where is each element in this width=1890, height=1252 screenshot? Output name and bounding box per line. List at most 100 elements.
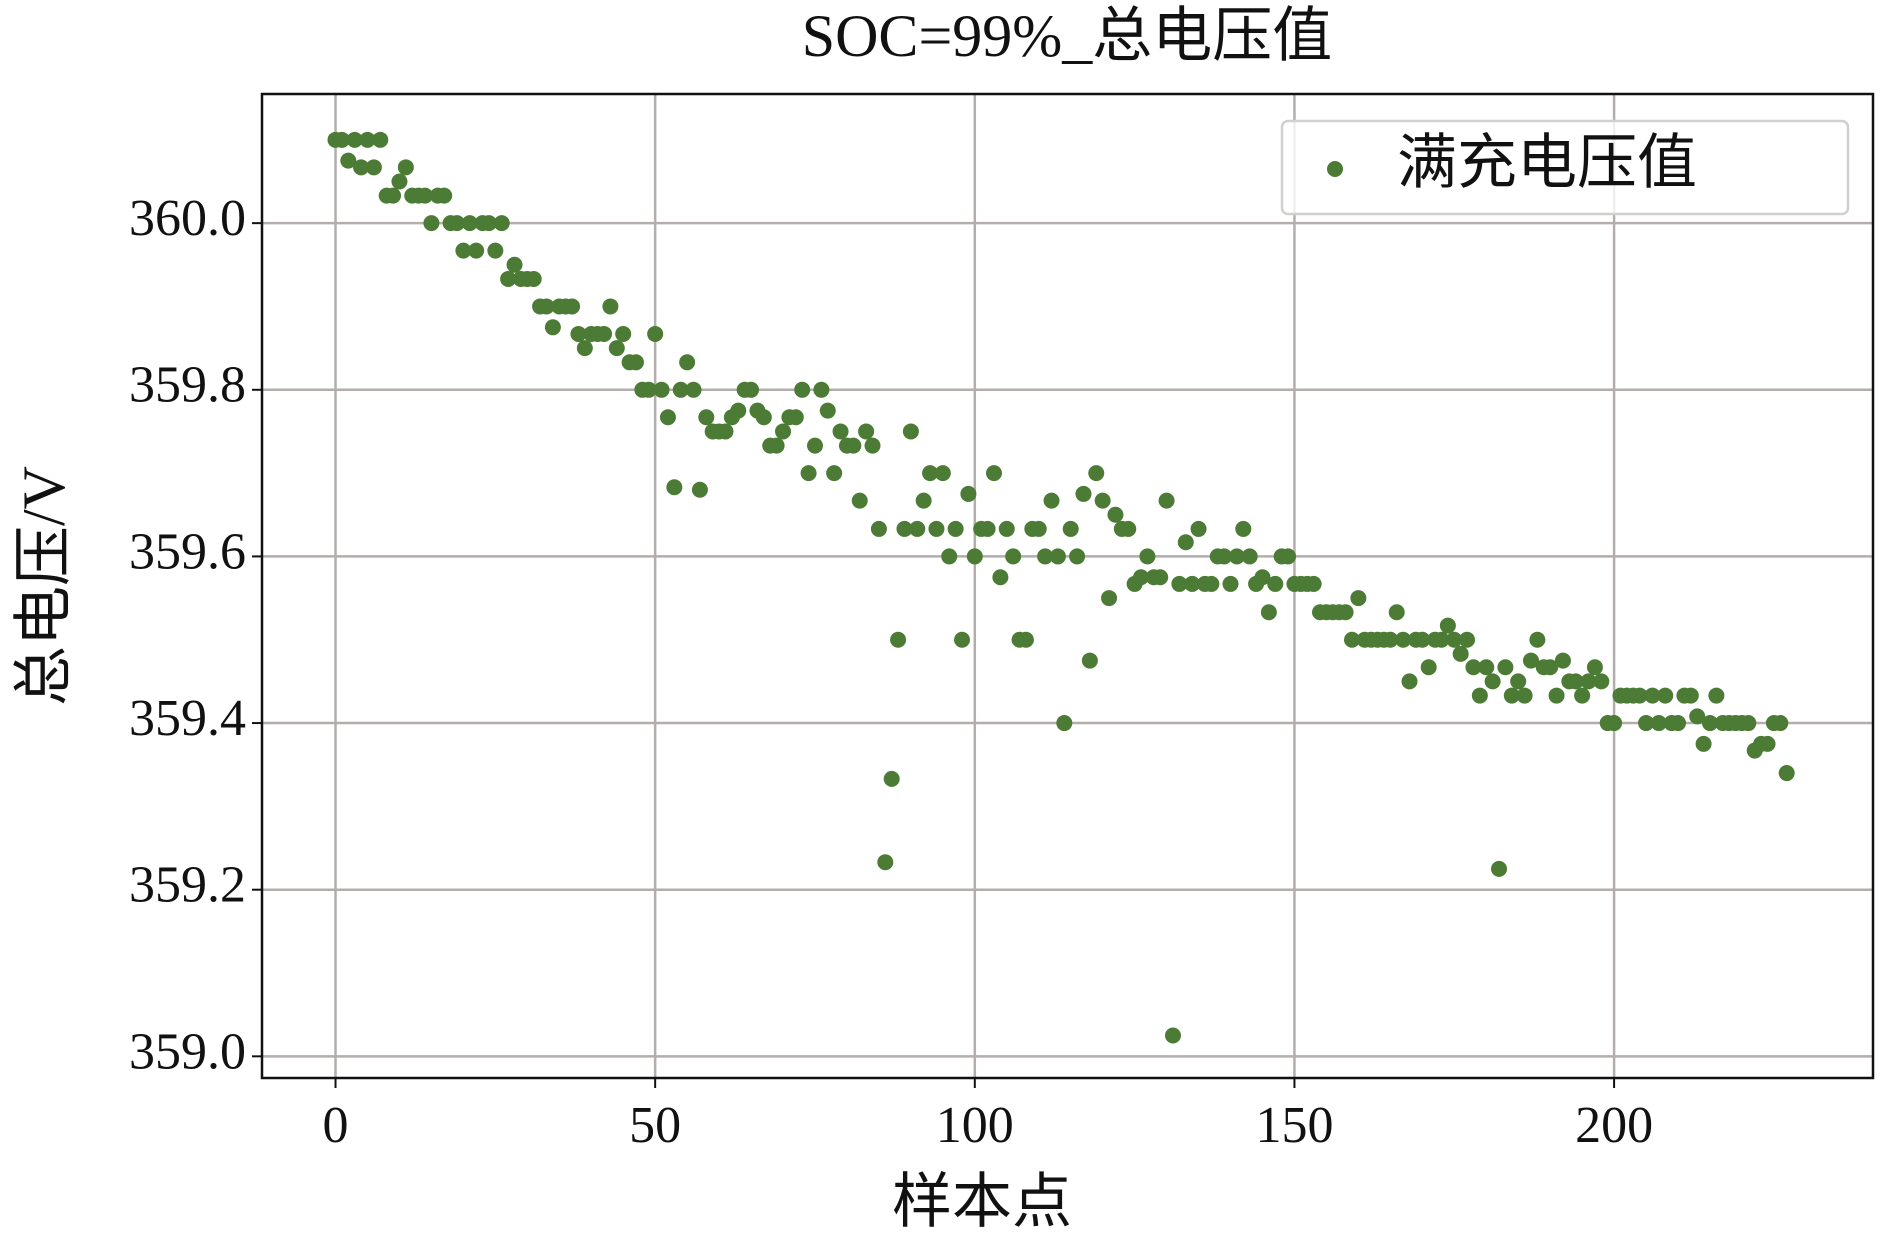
point: [985, 465, 1002, 482]
point: [851, 492, 868, 509]
point: [685, 381, 702, 398]
point: [877, 854, 894, 871]
point: [659, 409, 676, 426]
point: [576, 340, 593, 357]
x-axis-label: 样本点: [892, 1169, 1072, 1235]
point: [333, 131, 350, 148]
point: [1670, 715, 1687, 732]
point: [1081, 652, 1098, 669]
point: [1133, 569, 1150, 586]
point: [365, 159, 382, 176]
y-tick-label: 359.2: [129, 857, 246, 914]
point: [890, 631, 907, 648]
x-tick-label: 200: [1575, 1097, 1653, 1154]
point: [1395, 631, 1412, 648]
point: [883, 770, 900, 787]
point: [826, 465, 843, 482]
point: [1708, 687, 1725, 704]
point: [1650, 715, 1667, 732]
point: [1567, 673, 1584, 690]
point: [845, 437, 862, 454]
point: [397, 159, 414, 176]
point: [1414, 631, 1431, 648]
point: [1056, 715, 1073, 732]
point: [806, 437, 823, 454]
point: [1158, 492, 1175, 509]
y-tick-label: 359.6: [129, 523, 246, 580]
point: [1772, 715, 1789, 732]
point: [1606, 715, 1623, 732]
point: [691, 481, 708, 498]
point: [1164, 1027, 1181, 1044]
point: [672, 381, 689, 398]
point: [947, 520, 964, 537]
x-tick-label: 50: [629, 1097, 681, 1154]
point: [768, 437, 785, 454]
point: [1235, 520, 1252, 537]
point: [1343, 631, 1360, 648]
point: [1503, 687, 1520, 704]
point: [1740, 715, 1757, 732]
point: [864, 437, 881, 454]
point: [998, 520, 1015, 537]
point: [787, 409, 804, 426]
point: [1529, 631, 1546, 648]
point: [909, 520, 926, 537]
point: [538, 298, 555, 315]
point: [1107, 506, 1124, 523]
y-tick-label: 360.0: [129, 190, 246, 247]
point: [1184, 575, 1201, 592]
point: [1030, 520, 1047, 537]
point: [1043, 492, 1060, 509]
y-tick-label: 359.4: [129, 690, 246, 747]
point: [698, 409, 715, 426]
point: [870, 520, 887, 537]
point: [391, 173, 408, 190]
point: [1228, 548, 1245, 565]
point: [346, 131, 363, 148]
point: [1337, 604, 1354, 621]
point: [1260, 604, 1277, 621]
point: [743, 381, 760, 398]
legend-label: 满充电压值: [1397, 130, 1697, 196]
point: [1254, 569, 1271, 586]
point: [1459, 631, 1476, 648]
point: [832, 423, 849, 440]
point: [1478, 659, 1495, 676]
point: [992, 569, 1009, 586]
point: [1075, 485, 1092, 502]
point: [564, 298, 581, 315]
point: [1177, 534, 1194, 551]
point: [934, 465, 951, 482]
point: [1171, 575, 1188, 592]
y-axis-label: 总电压/V: [11, 466, 77, 706]
plot-frame: [260, 92, 1875, 1080]
point: [819, 402, 836, 419]
x-tick-label: 100: [936, 1097, 1014, 1154]
point: [1101, 590, 1118, 607]
point: [1689, 708, 1706, 725]
point: [493, 215, 510, 232]
point: [1593, 673, 1610, 690]
point: [979, 520, 996, 537]
point: [1471, 687, 1488, 704]
point: [340, 152, 357, 169]
legend-marker: [1327, 161, 1343, 177]
point: [1446, 631, 1463, 648]
point: [1542, 659, 1559, 676]
point: [1433, 631, 1450, 648]
point: [755, 409, 772, 426]
point: [596, 325, 613, 342]
point: [525, 270, 542, 287]
point: [858, 423, 875, 440]
point: [1465, 659, 1482, 676]
point: [813, 381, 830, 398]
point: [417, 187, 434, 204]
point: [1586, 659, 1603, 676]
point: [608, 340, 625, 357]
point: [1516, 687, 1533, 704]
point: [941, 548, 958, 565]
point: [1439, 617, 1456, 634]
point: [1222, 575, 1239, 592]
